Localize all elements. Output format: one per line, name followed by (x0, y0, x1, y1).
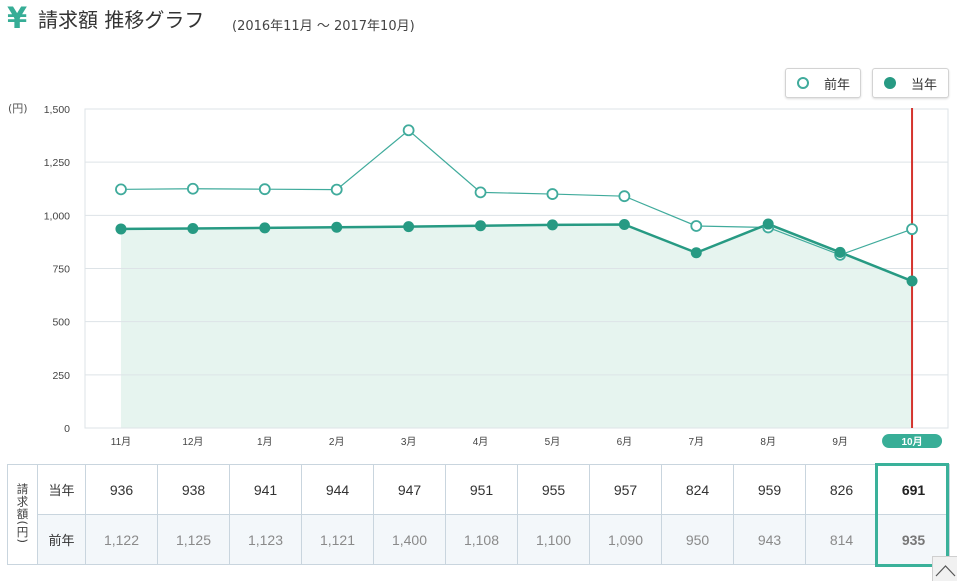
table-cell: 1,125 (157, 514, 230, 565)
x-tick-label: 5月 (545, 436, 561, 448)
billing-table: 請求額(円) 当年 936 938 941 944 947 951 955 957 824 959 82… (7, 464, 950, 565)
current-year-point (834, 246, 846, 258)
current-year-line (120, 222, 913, 283)
table-row-previous-year: 前年 1,122 1,125 1,123 1,121 1,400 1,108 1,100 1,0… (8, 514, 950, 565)
legend-label-previous-year: 前年 (824, 77, 851, 93)
y-axis-unit-label: (円) (8, 102, 28, 115)
current-year-point (187, 223, 199, 235)
plot-area-border (84, 108, 949, 429)
table-row-label: 前年 (37, 514, 86, 565)
page-title: 請求額 推移グラフ (38, 8, 205, 32)
chevron-up-icon (935, 565, 956, 577)
table-cell: 1,400 (373, 514, 446, 565)
x-tick-label: 6月 (617, 436, 633, 448)
legend-label-current-year: 当年 (911, 77, 938, 93)
table-cell: 1,090 (589, 514, 662, 565)
table-cell: 1,121 (301, 514, 374, 565)
current-year-point (259, 222, 271, 234)
previous-year-point (330, 183, 343, 196)
previous-year-line (120, 129, 913, 256)
current-year-point (546, 219, 558, 231)
x-tick-label: 2月 (329, 436, 345, 448)
table-row-current-year: 請求額(円) 当年 936 938 941 944 947 951 955 957 824 959 82… (7, 464, 950, 565)
billing-trend-chart: (円) 0 250 500 750 1,000 1,250 1,500 11月 12月 1月 2月 3月… (8, 102, 949, 448)
table-cell: 826 (805, 464, 878, 515)
current-year-point (618, 218, 630, 230)
period-subtitle: (2016年11月 ～ 2017年10月) (232, 19, 415, 34)
table-cell: 938 (157, 464, 230, 515)
table-cell: 1,122 (85, 514, 158, 565)
previous-year-point (546, 188, 559, 200)
previous-year-point (115, 183, 127, 196)
table-group-cell: 請求額(円) (7, 464, 38, 565)
previous-year-point (402, 124, 415, 137)
scroll-to-top-button[interactable] (932, 556, 957, 581)
current-year-point (475, 220, 487, 232)
x-tick-label: 11月 (111, 436, 131, 448)
previous-year-point (690, 220, 703, 232)
table-group-label: 請求額(円) (15, 482, 30, 544)
previous-year-point (618, 190, 631, 203)
y-tick-label: 250 (52, 370, 70, 382)
y-tick-label: 1,500 (44, 104, 70, 116)
current-year-point (403, 221, 415, 233)
x-tick-label: 4月 (473, 436, 489, 448)
table-cell: 1,100 (517, 514, 590, 565)
table-cell: 959 (733, 464, 806, 515)
previous-year-point (186, 182, 199, 195)
current-year-point (762, 218, 774, 230)
current-year-point (690, 247, 702, 259)
x-tick-label: 9月 (832, 436, 848, 448)
billing-table-body: 請求額(円) 当年 936 938 941 944 947 951 955 957 824 959 82… (7, 464, 950, 565)
table-cell: 947 (373, 464, 446, 515)
table-cell: 936 (85, 464, 158, 515)
hollow-circle-icon (797, 77, 809, 89)
previous-year-point (906, 223, 918, 236)
current-year-point (906, 275, 918, 287)
table-cell: 824 (661, 464, 734, 515)
x-tick-label-current: 10月 (901, 436, 922, 448)
table-cell: 1,123 (229, 514, 302, 565)
table-cell: 691 (877, 464, 950, 515)
yen-icon: ¥ (7, 1, 28, 35)
table-cell: 950 (661, 514, 734, 565)
x-tick-label: 3月 (401, 436, 417, 448)
current-year-area (120, 224, 913, 428)
current-year-point (115, 223, 127, 235)
y-tick-label: 750 (52, 264, 70, 276)
table-cell: 951 (445, 464, 518, 515)
table-cell: 955 (517, 464, 590, 515)
y-tick-label: 500 (52, 317, 70, 329)
table-cell: 1,108 (445, 514, 518, 565)
x-tick-label: 1月 (257, 436, 273, 448)
current-month-tick-badge (882, 434, 943, 448)
table-cell: 944 (301, 464, 374, 515)
y-tick-label: 1,250 (44, 157, 70, 169)
legend-toggle-current-year[interactable]: 当年 (872, 68, 949, 98)
x-tick-label: 12月 (182, 436, 203, 448)
table-cell: 941 (229, 464, 302, 515)
x-tick-label: 7月 (689, 436, 705, 448)
previous-year-point (474, 186, 487, 199)
table-cell: 943 (733, 514, 806, 565)
previous-year-point (258, 183, 271, 196)
filled-circle-icon (884, 77, 896, 89)
y-tick-label: 1,000 (44, 210, 70, 222)
x-tick-label: 8月 (760, 436, 776, 448)
legend-toggle-previous-year[interactable]: 前年 (785, 68, 861, 98)
current-year-point (331, 221, 343, 233)
table-cell: 957 (589, 464, 662, 515)
y-tick-label: 0 (64, 423, 70, 435)
table-cell: 814 (805, 514, 878, 565)
table-row-label: 当年 (37, 464, 86, 515)
